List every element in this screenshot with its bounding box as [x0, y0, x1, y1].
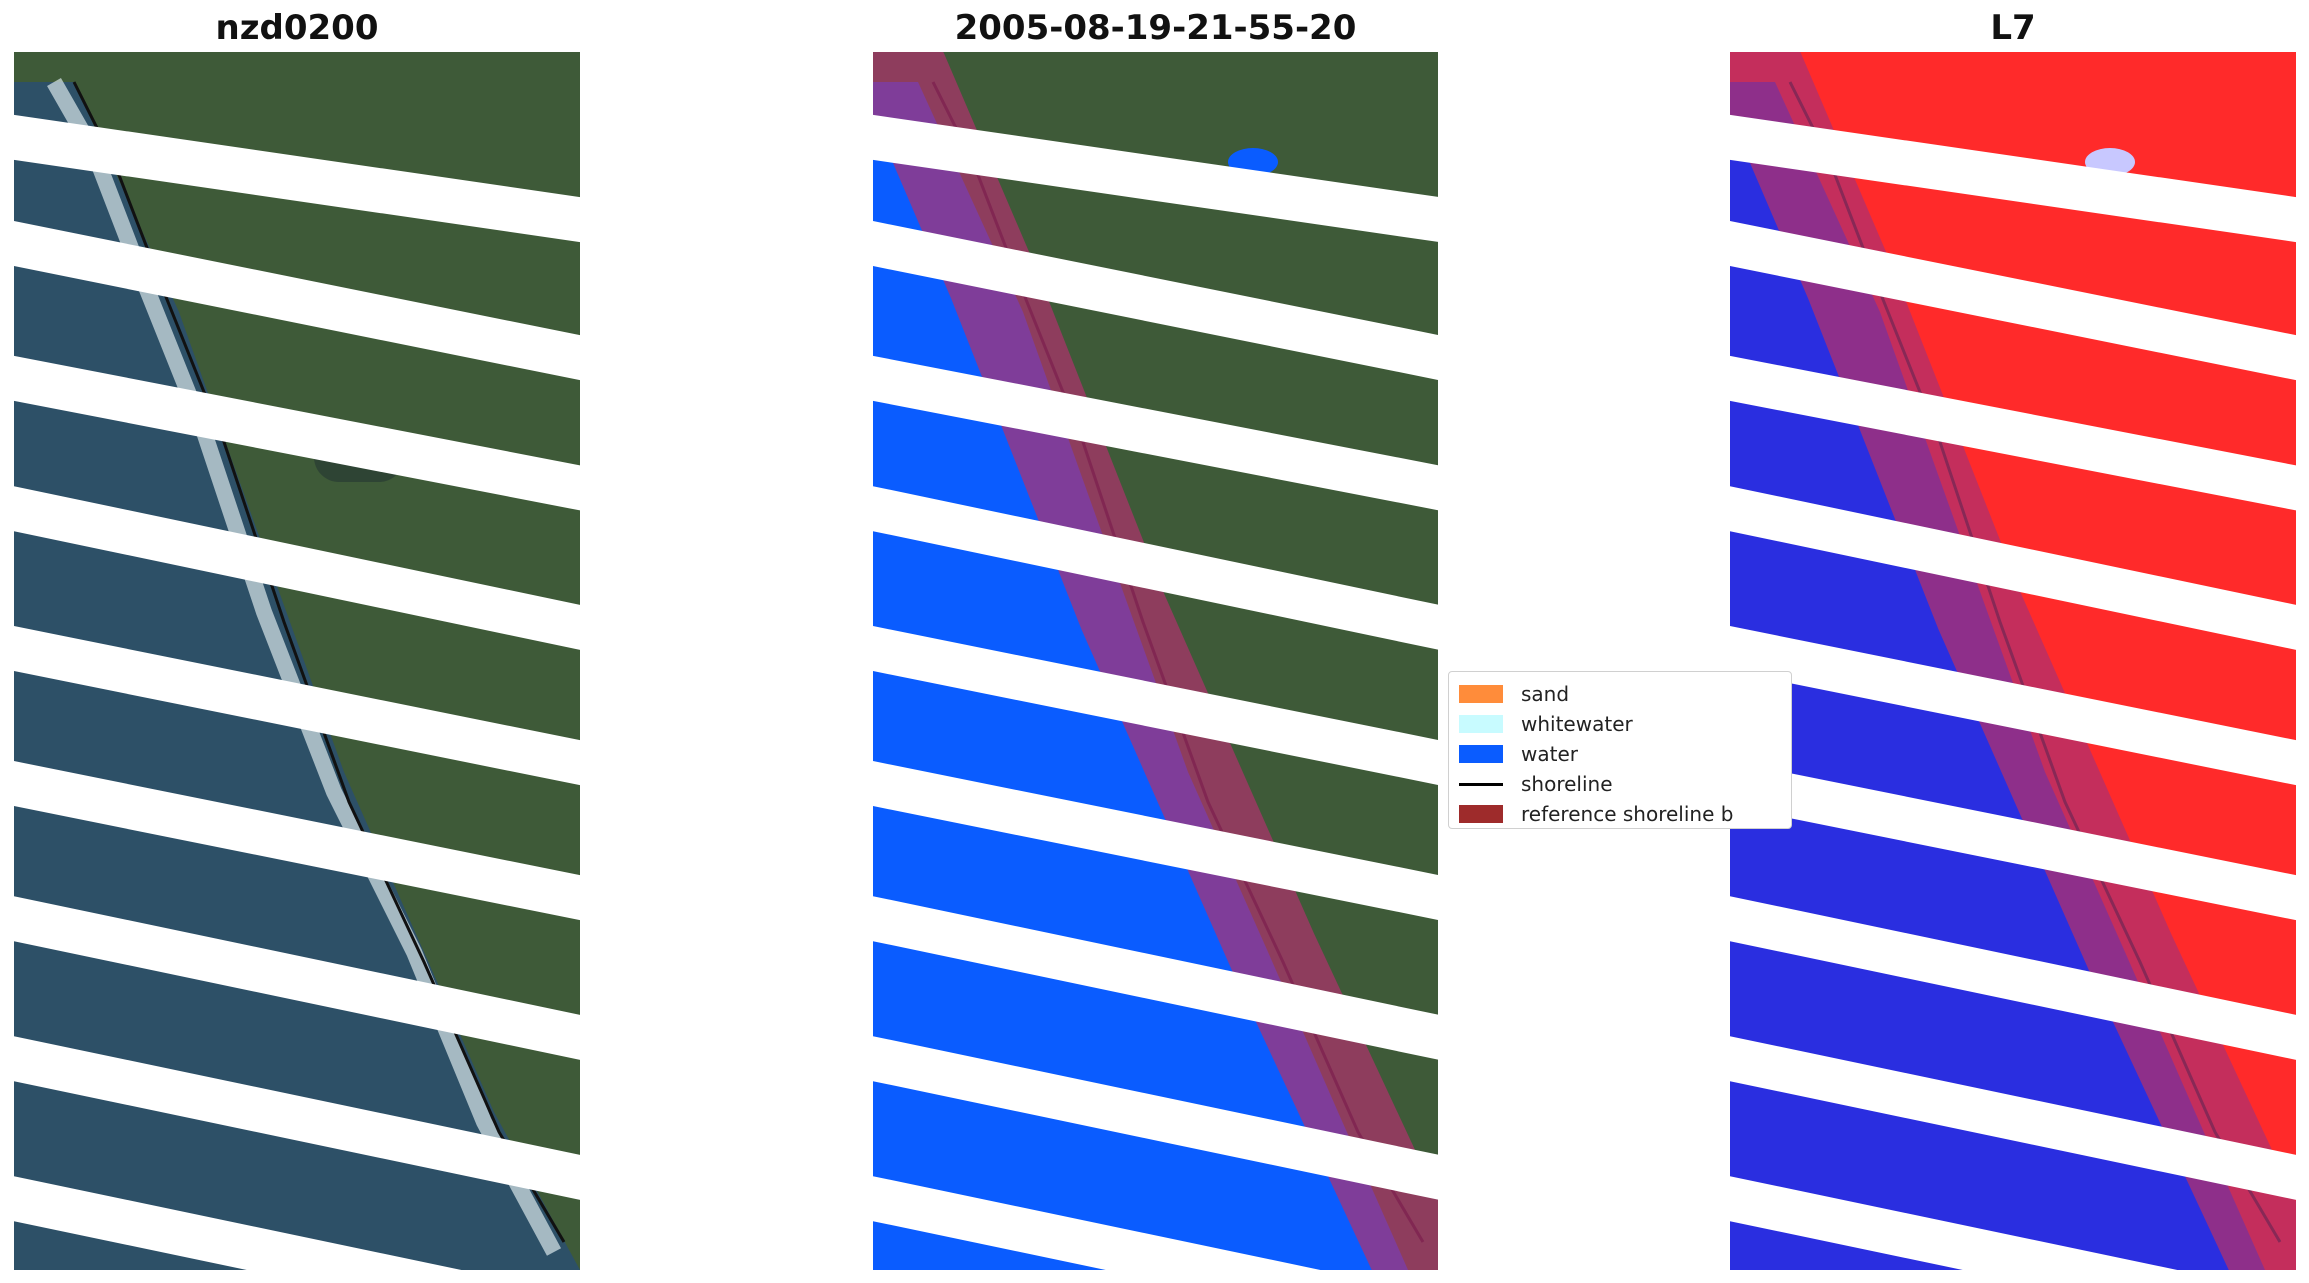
legend-label-water: water [1521, 742, 1578, 766]
panel-title-rgb: nzd0200 [215, 8, 379, 48]
rgb-image-panel [14, 52, 580, 1270]
gap-stripes [873, 114, 1438, 1270]
classification-image [873, 52, 1438, 1270]
panel-title-classification: 2005-08-19-21-55-20 [954, 8, 1357, 48]
legend-swatch-whitewater [1459, 715, 1503, 733]
index-image [1730, 52, 2296, 1270]
panel-title-index: L7 [1990, 8, 2036, 48]
gap-stripes [1730, 114, 2296, 1270]
legend-item-water: water [1459, 740, 1578, 768]
legend-swatch-reference-shoreline [1459, 805, 1503, 823]
legend-item-sand: sand [1459, 680, 1569, 708]
legend-item-shoreline: shoreline [1459, 770, 1613, 798]
legend-swatch-water [1459, 745, 1503, 763]
legend-label-shoreline: shoreline [1521, 772, 1613, 796]
legend-label-whitewater: whitewater [1521, 712, 1633, 736]
legend-item-whitewater: whitewater [1459, 710, 1633, 738]
legend-label-sand: sand [1521, 682, 1570, 706]
reference-shoreline-buffer [873, 52, 1438, 1270]
rgb-image [14, 52, 580, 1270]
gap-stripes [14, 114, 580, 1270]
legend-line-shoreline [1459, 782, 1503, 786]
index-panel [1730, 52, 2296, 1270]
legend-swatch-sand [1459, 685, 1503, 703]
classification-panel [873, 52, 1438, 1270]
legend: sand whitewater water shoreline referenc… [1448, 671, 1792, 829]
legend-item-reference-shoreline: reference shoreline b [1459, 800, 1733, 828]
reference-shoreline-buffer [1730, 52, 2296, 1270]
legend-label-reference-shoreline: reference shoreline b [1521, 802, 1734, 826]
